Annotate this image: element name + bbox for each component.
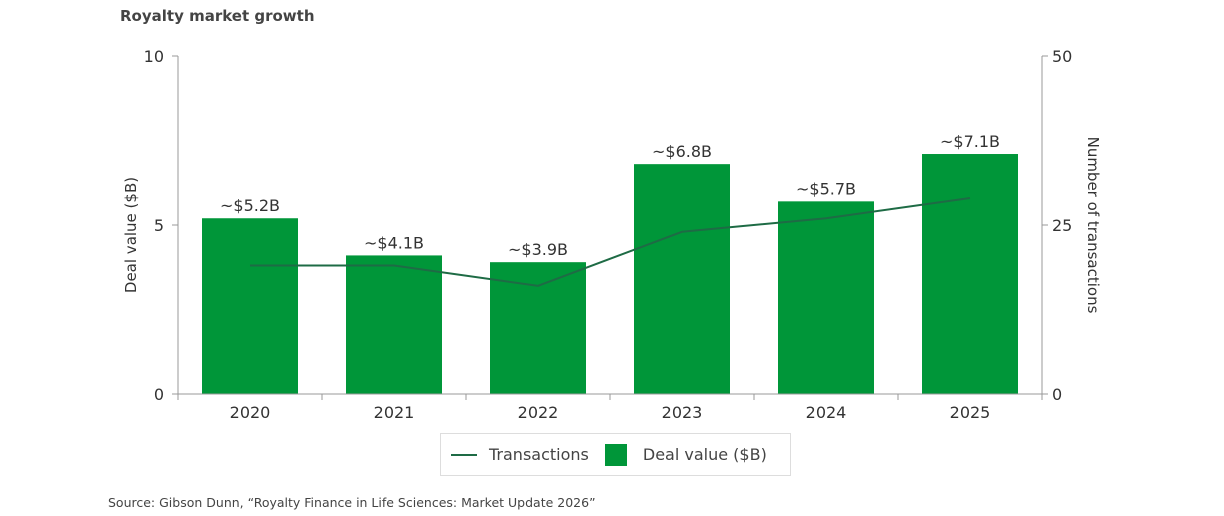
x-tick-label: 2023	[662, 403, 703, 422]
bar-2025	[922, 154, 1018, 394]
chart-title: Royalty market growth	[120, 7, 315, 25]
legend-line-swatch	[451, 453, 477, 456]
source-note: Source: Gibson Dunn, “Royalty Finance in…	[108, 495, 596, 510]
y-tick-label: 0	[154, 385, 164, 404]
x-tick-label: 2020	[230, 403, 271, 422]
y2-tick-label: 0	[1052, 385, 1062, 404]
bar-2021	[346, 255, 442, 394]
x-tick-label: 2021	[374, 403, 415, 422]
y2-tick-label: 25	[1052, 216, 1072, 235]
y-tick-label: 5	[154, 216, 164, 235]
y-axis-label: Deal value ($B)	[122, 177, 140, 293]
bar-label: ~$7.1B	[940, 132, 1000, 151]
legend: Transactions Deal value ($B)	[440, 433, 791, 476]
bar-2022	[490, 262, 586, 394]
legend-deal-value: Deal value ($B)	[642, 445, 767, 464]
bar-label: ~$4.1B	[364, 233, 424, 252]
y-tick-label: 10	[144, 47, 164, 66]
bar-2020	[202, 218, 298, 394]
x-tick-label: 2022	[518, 403, 559, 422]
bar-label: ~$5.7B	[796, 179, 856, 198]
legend-transactions: Transactions	[489, 445, 589, 464]
bar-label: ~$3.9B	[508, 240, 568, 259]
y2-tick-label: 50	[1052, 47, 1072, 66]
y2-axis-label: Number of transactions	[1084, 137, 1102, 314]
legend-bar-swatch	[604, 443, 627, 466]
bar-2024	[778, 201, 874, 394]
bar-label: ~$5.2B	[220, 196, 280, 215]
bar-2023	[634, 164, 730, 394]
x-tick-label: 2025	[950, 403, 991, 422]
x-tick-label: 2024	[806, 403, 847, 422]
bar-label: ~$6.8B	[652, 142, 712, 161]
transactions-line	[250, 196, 971, 287]
